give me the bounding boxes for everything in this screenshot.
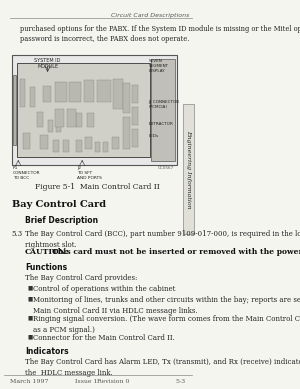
Bar	[132, 107, 138, 125]
Bar	[13, 75, 16, 145]
Bar	[63, 140, 69, 152]
Bar	[20, 79, 26, 107]
Text: P1
CONNECTOR
TO BCC: P1 CONNECTOR TO BCC	[13, 166, 41, 180]
Bar	[123, 83, 130, 113]
Text: The Bay Control Card provides:: The Bay Control Card provides:	[25, 274, 137, 282]
Bar	[97, 80, 111, 102]
Bar	[17, 63, 150, 157]
Text: Issue 1: Issue 1	[75, 379, 98, 384]
Bar	[55, 82, 67, 102]
Text: LEDs: LEDs	[149, 134, 159, 138]
Bar	[183, 104, 194, 234]
Bar	[76, 140, 82, 152]
Text: Engineering Information: Engineering Information	[186, 130, 191, 209]
Text: ■: ■	[27, 296, 33, 301]
Text: ■: ■	[27, 315, 33, 320]
Text: The Bay Control Card (BCC), part number 9109-017-000, is required in the lower
r: The Bay Control Card (BCC), part number …	[25, 230, 300, 249]
Bar	[23, 133, 30, 149]
Bar	[103, 142, 108, 152]
Text: Figure 5-1  Main Control Card II: Figure 5-1 Main Control Card II	[35, 183, 160, 191]
Text: Ringing signal conversion. (The wave form comes from the Main Control Card II
as: Ringing signal conversion. (The wave for…	[33, 315, 300, 334]
Text: Monitoring of lines, trunks and other circuits within the bay; reports are sent : Monitoring of lines, trunks and other ci…	[33, 296, 300, 315]
Text: Revision 0: Revision 0	[97, 379, 129, 384]
Text: Circuit Card Descriptions: Circuit Card Descriptions	[111, 13, 189, 18]
Bar	[113, 79, 123, 109]
Text: 5.3: 5.3	[12, 230, 23, 238]
Bar	[151, 59, 175, 161]
Text: Connector for the Main Control Card II.: Connector for the Main Control Card II.	[33, 334, 175, 342]
Text: EXTRACTOR: EXTRACTOR	[149, 122, 173, 126]
Text: Control of operations within the cabinet: Control of operations within the cabinet	[33, 285, 175, 293]
Text: 5-3: 5-3	[176, 379, 186, 384]
Bar	[69, 82, 81, 102]
Bar	[53, 140, 59, 152]
Bar	[95, 142, 100, 152]
Bar	[40, 135, 48, 149]
Bar	[56, 120, 61, 132]
Text: March 1997: March 1997	[10, 379, 48, 384]
Text: SEVEN
SEGMENT
DISPLAY: SEVEN SEGMENT DISPLAY	[149, 59, 169, 73]
Bar	[76, 113, 82, 127]
Text: purchased options for the PABX. If the System ID module is missing or the Mitel : purchased options for the PABX. If the S…	[20, 25, 300, 44]
Text: ■: ■	[27, 285, 33, 290]
Text: J2
TO SFT
AND PORTS: J2 TO SFT AND PORTS	[77, 166, 102, 180]
Bar	[30, 87, 35, 107]
Text: Functions: Functions	[25, 263, 67, 272]
Text: Indicators: Indicators	[25, 347, 68, 356]
Text: CC0567: CC0567	[158, 166, 174, 170]
Bar	[132, 85, 138, 103]
Text: Brief Description: Brief Description	[25, 216, 98, 225]
Bar	[55, 109, 64, 127]
Bar	[123, 117, 130, 149]
Bar	[12, 55, 177, 165]
Bar	[85, 137, 92, 149]
Bar	[87, 113, 94, 127]
Text: The Bay Control Card has Alarm LED, Tx (transmit), and Rx (receive) indicators f: The Bay Control Card has Alarm LED, Tx (…	[25, 358, 300, 377]
Bar	[43, 86, 51, 102]
Text: ■: ■	[27, 334, 33, 339]
Text: J1 CONNECTOR
(PCMCIA): J1 CONNECTOR (PCMCIA)	[149, 100, 180, 109]
Bar	[48, 120, 53, 132]
Bar	[112, 137, 119, 149]
Bar	[37, 112, 43, 127]
Bar	[67, 109, 76, 127]
Bar	[132, 129, 138, 147]
Text: SYSTEM ID
MODULE: SYSTEM ID MODULE	[34, 58, 61, 69]
Text: CAUTION:: CAUTION:	[25, 248, 69, 256]
Bar	[84, 80, 94, 102]
Text: This card must not be inserted or removed with the power on.: This card must not be inserted or remove…	[52, 248, 300, 256]
Text: Bay Control Card: Bay Control Card	[12, 200, 106, 209]
